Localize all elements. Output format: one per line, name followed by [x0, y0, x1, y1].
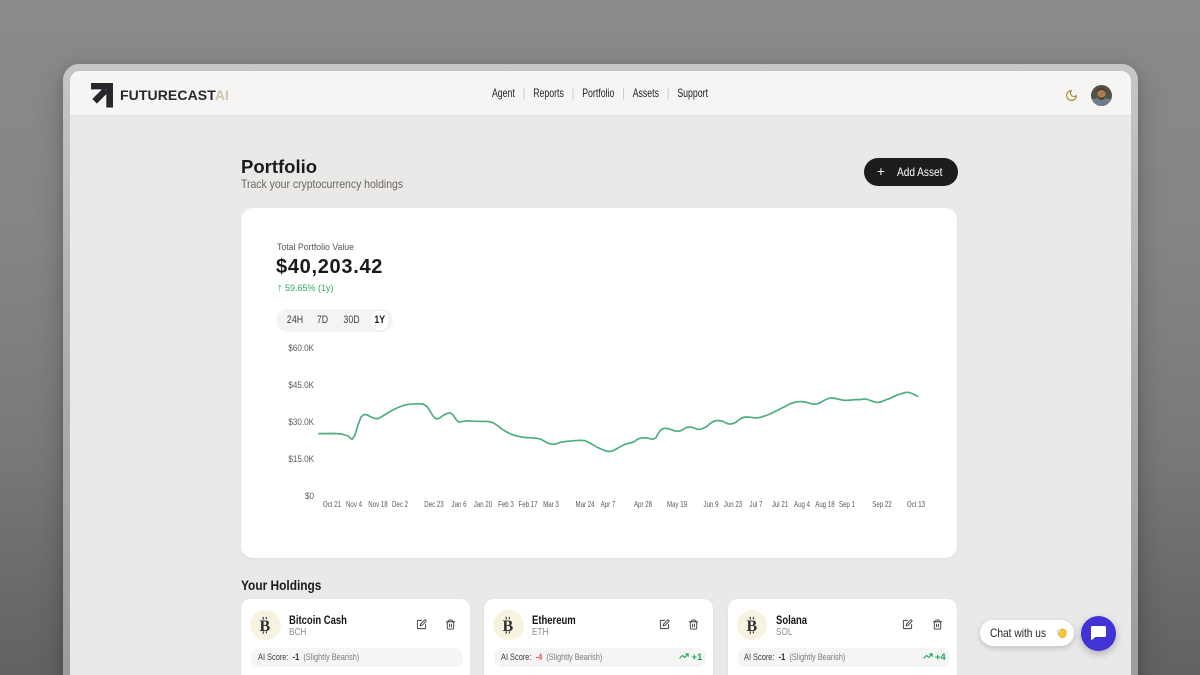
svg-text:B: B: [746, 618, 757, 635]
svg-text:B: B: [503, 618, 514, 635]
svg-text:B: B: [259, 618, 270, 635]
